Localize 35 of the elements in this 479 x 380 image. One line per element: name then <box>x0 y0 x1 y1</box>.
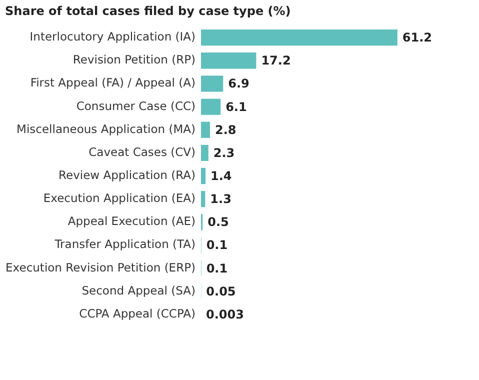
data-label: 17.2 <box>261 54 291 68</box>
y-tick-label: Miscellaneous Application (MA) <box>16 122 196 136</box>
bar <box>201 76 224 92</box>
bar <box>201 168 206 184</box>
y-tick-label: Execution Application (EA) <box>43 191 196 206</box>
bar <box>201 52 256 69</box>
y-tick-label: Caveat Cases (CV) <box>88 144 196 159</box>
y-tick-label: Revision Petition (RP) <box>72 52 196 67</box>
y-tick-label: Appeal Execution (AE) <box>68 214 196 228</box>
bar <box>201 98 221 115</box>
data-label: 2.8 <box>214 122 236 137</box>
data-label: 1.4 <box>210 169 232 183</box>
y-tick-label: Transfer Application (TA) <box>54 237 196 252</box>
y-tick-label: Execution Revision Petition (ERP) <box>6 260 196 274</box>
y-tick-label: Consumer Case (CC) <box>76 98 196 113</box>
data-label: 1.3 <box>210 192 232 206</box>
data-label: 0.5 <box>208 215 229 230</box>
data-label: 6.9 <box>228 76 250 91</box>
bar <box>201 144 208 161</box>
y-tick-label: Review Application (RA) <box>58 168 196 182</box>
bar <box>201 191 206 208</box>
y-tick-label: Interlocutory Application (IA) <box>30 30 196 44</box>
data-label: 0.1 <box>206 238 228 252</box>
data-label: 0.003 <box>206 307 244 322</box>
data-label: 0.1 <box>206 261 228 276</box>
y-tick-label: First Appeal (FA) / Appeal (A) <box>30 76 196 90</box>
data-label: 0.05 <box>206 284 236 298</box>
data-label: 6.1 <box>226 100 247 114</box>
bar <box>201 29 398 46</box>
y-tick-label: CCPA Appeal (CCPA) <box>79 306 196 320</box>
y-tick-label: Second Appeal (SA) <box>82 283 196 298</box>
data-label: 61.2 <box>402 30 432 45</box>
chart-title: Share of total cases filed by case type (%) <box>5 4 291 18</box>
data-label: 2.3 <box>213 146 235 160</box>
bar <box>201 122 210 138</box>
